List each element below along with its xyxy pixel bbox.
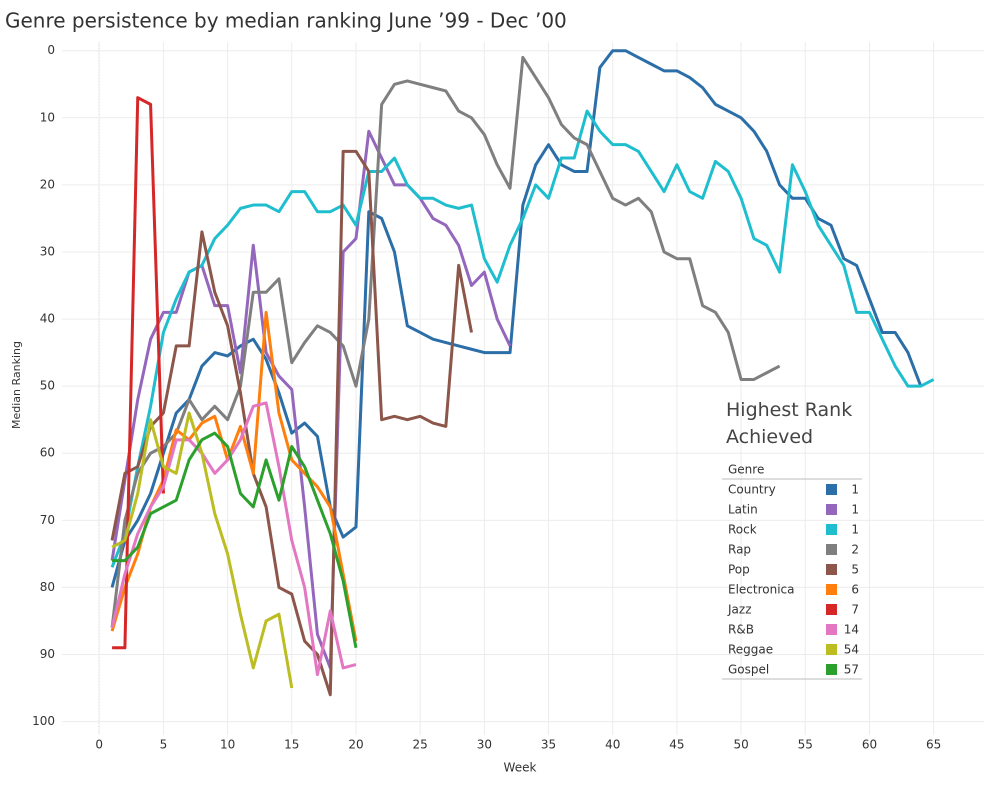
- x-tick-label: 45: [669, 738, 684, 752]
- y-tick-label: 40: [40, 312, 55, 326]
- x-tick-label: 0: [95, 738, 103, 752]
- legend-value: 1: [851, 523, 859, 537]
- y-tick-label: 0: [47, 43, 55, 57]
- legend-swatch: [826, 584, 837, 595]
- legend-label: Rock: [728, 523, 757, 537]
- legend-swatch: [826, 664, 837, 675]
- y-tick-label: 90: [40, 647, 55, 661]
- legend-label: Latin: [728, 503, 758, 517]
- legend-label: Reggae: [728, 643, 773, 657]
- y-tick-label: 50: [40, 379, 55, 393]
- x-tick-label: 60: [862, 738, 877, 752]
- legend-title: Highest Rank Achieved: [726, 399, 852, 448]
- y-tick-label: 100: [32, 714, 55, 728]
- legend-value: 1: [851, 483, 859, 497]
- line: [110, 401, 357, 677]
- x-tick-label: 15: [284, 738, 299, 752]
- legend-swatch: [826, 544, 837, 555]
- legend-value: 1: [851, 503, 859, 517]
- y-tick-label: 60: [40, 446, 55, 460]
- legend-title-text: Highest Rank: [726, 399, 852, 421]
- legend-label: Electronica: [728, 583, 795, 597]
- legend-swatch: [826, 564, 837, 575]
- y-axis-label: Median Ranking: [10, 341, 23, 429]
- line: [110, 149, 473, 697]
- legend-label: Rap: [728, 543, 751, 557]
- line: [110, 109, 935, 568]
- x-tick-label: 55: [798, 738, 813, 752]
- legend-value: 54: [844, 643, 859, 657]
- legend-label: Gospel: [728, 663, 769, 677]
- legend-value: 14: [844, 623, 859, 637]
- x-tick-label: 40: [605, 738, 620, 752]
- line: [112, 96, 165, 650]
- legend-title-text: Achieved: [726, 426, 813, 448]
- x-tick-label: 35: [541, 738, 556, 752]
- legend-header: Genre: [728, 463, 764, 477]
- legend-value: 2: [851, 543, 859, 557]
- x-tick-label: 65: [926, 738, 941, 752]
- legend-value: 6: [851, 583, 859, 597]
- x-tick-label: 10: [220, 738, 235, 752]
- legend-swatch: [826, 484, 837, 495]
- legend-label: Jazz: [727, 603, 752, 617]
- x-tick-label: 5: [160, 738, 168, 752]
- x-tick-label: 20: [348, 738, 363, 752]
- legend-swatch: [826, 504, 837, 515]
- legend-value: 5: [851, 563, 859, 577]
- legend-swatch: [826, 524, 837, 535]
- legend-label: R&B: [728, 623, 754, 637]
- legend-label: Country: [728, 483, 776, 497]
- y-tick-label: 80: [40, 580, 55, 594]
- line: [111, 411, 294, 689]
- legend-label: Pop: [728, 563, 750, 577]
- x-tick-label: 30: [477, 738, 492, 752]
- x-axis-label: Week: [504, 761, 537, 775]
- line: [112, 431, 358, 649]
- legend-value: 57: [844, 663, 859, 677]
- chart-title: Genre persistence by median ranking June…: [5, 9, 567, 33]
- legend-value: 7: [851, 603, 859, 617]
- legend-swatch: [826, 624, 837, 635]
- legend-swatch: [826, 604, 837, 615]
- y-tick-label: 20: [40, 177, 55, 191]
- line: [110, 129, 512, 670]
- line: [110, 55, 781, 628]
- y-tick-label: 70: [40, 513, 55, 527]
- legend-swatch: [826, 644, 837, 655]
- x-tick-label: 50: [733, 738, 748, 752]
- y-tick-label: 10: [40, 110, 55, 124]
- y-tick-label: 30: [40, 244, 55, 258]
- x-tick-label: 25: [413, 738, 428, 752]
